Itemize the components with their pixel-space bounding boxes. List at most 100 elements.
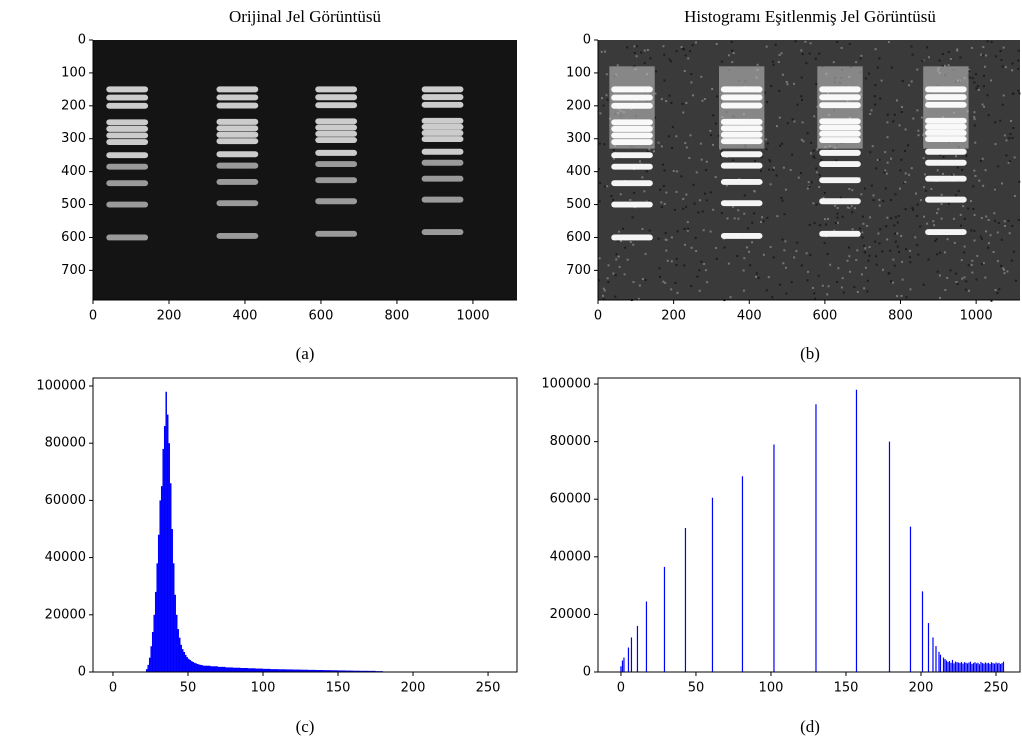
hist-bar <box>210 666 218 672</box>
band <box>819 230 861 237</box>
noise-speck <box>633 51 636 54</box>
x-tick-label: 0 <box>89 309 97 324</box>
noise-speck <box>801 121 804 124</box>
noise-speck <box>759 169 762 172</box>
band <box>611 132 653 139</box>
noise-speck <box>900 158 903 161</box>
noise-speck <box>897 214 900 217</box>
noise-speck <box>861 215 864 218</box>
noise-speck <box>644 252 647 255</box>
noise-speck <box>973 111 976 114</box>
noise-speck <box>778 54 781 57</box>
noise-speck <box>887 272 890 275</box>
noise-speck <box>610 195 613 198</box>
noise-speck <box>1008 232 1011 235</box>
noise-speck <box>732 205 735 208</box>
band <box>216 131 259 138</box>
noise-speck <box>771 296 774 299</box>
band <box>216 86 259 93</box>
noise-speck <box>602 294 605 297</box>
noise-speck <box>983 65 986 68</box>
noise-speck <box>864 266 867 269</box>
noise-speck <box>836 216 839 219</box>
noise-speck <box>984 276 987 279</box>
noise-speck <box>616 239 619 242</box>
noise-speck <box>947 202 950 205</box>
noise-speck <box>890 280 893 283</box>
noise-speck <box>805 62 808 65</box>
noise-speck <box>786 83 789 86</box>
noise-speck <box>982 45 985 48</box>
noise-speck <box>981 54 984 57</box>
noise-speck <box>949 269 952 272</box>
noise-speck <box>765 45 768 48</box>
noise-speck <box>791 153 794 156</box>
noise-speck <box>670 260 673 263</box>
noise-speck <box>896 232 899 235</box>
noise-speck <box>617 255 620 258</box>
hist-bar <box>172 563 175 672</box>
noise-speck <box>784 266 787 269</box>
y-tick-label: 200 <box>61 98 86 113</box>
noise-speck <box>1013 194 1016 197</box>
band <box>106 125 149 132</box>
noise-speck <box>989 234 992 237</box>
noise-speck <box>887 41 890 44</box>
noise-speck <box>972 185 975 188</box>
hist-bar <box>174 594 176 672</box>
noise-speck <box>848 187 851 190</box>
noise-speck <box>663 79 666 82</box>
noise-speck <box>693 202 696 205</box>
band <box>106 94 149 101</box>
noise-speck <box>917 129 920 132</box>
x-tick-label: 150 <box>326 681 351 696</box>
noise-speck <box>733 217 736 220</box>
band <box>611 234 653 241</box>
noise-speck <box>910 45 913 48</box>
hist-bar <box>190 661 193 672</box>
noise-speck <box>886 216 889 219</box>
plot-frame <box>597 377 1021 673</box>
noise-speck <box>813 222 816 225</box>
noise-speck <box>971 259 974 262</box>
noise-speck <box>904 208 907 211</box>
noise-speck <box>904 172 907 175</box>
noise-speck <box>1002 267 1005 270</box>
y-tick-label: 200 <box>566 98 591 113</box>
noise-speck <box>1017 219 1020 222</box>
noise-speck <box>910 167 913 170</box>
noise-speck <box>973 229 976 232</box>
noise-speck <box>979 235 982 238</box>
y-tick-label: 0 <box>78 33 86 48</box>
hist-bar <box>232 667 241 672</box>
band <box>106 201 149 208</box>
noise-speck <box>869 112 872 115</box>
noise-speck <box>901 278 904 281</box>
noise-speck <box>687 57 690 60</box>
noise-speck <box>984 169 987 172</box>
noise-speck <box>755 275 758 278</box>
band <box>611 201 653 208</box>
noise-speck <box>743 212 746 215</box>
band <box>925 130 967 136</box>
noise-speck <box>685 101 688 104</box>
noise-speck <box>813 292 816 295</box>
noise-speck <box>874 240 877 243</box>
noise-speck <box>662 45 665 48</box>
hist-bar <box>177 629 179 672</box>
noise-speck <box>604 50 607 53</box>
y-tick-label: 600 <box>566 230 591 245</box>
band <box>216 125 259 132</box>
hist-bar <box>166 414 169 672</box>
noise-speck <box>598 142 601 145</box>
noise-speck <box>863 287 866 290</box>
noise-speck <box>813 115 816 118</box>
noise-speck <box>600 50 603 53</box>
noise-speck <box>1017 67 1020 70</box>
noise-speck <box>615 253 618 256</box>
noise-speck <box>848 42 851 45</box>
noise-speck <box>598 257 601 260</box>
noise-speck <box>860 273 863 276</box>
noise-speck <box>766 142 769 145</box>
noise-speck <box>914 236 917 239</box>
